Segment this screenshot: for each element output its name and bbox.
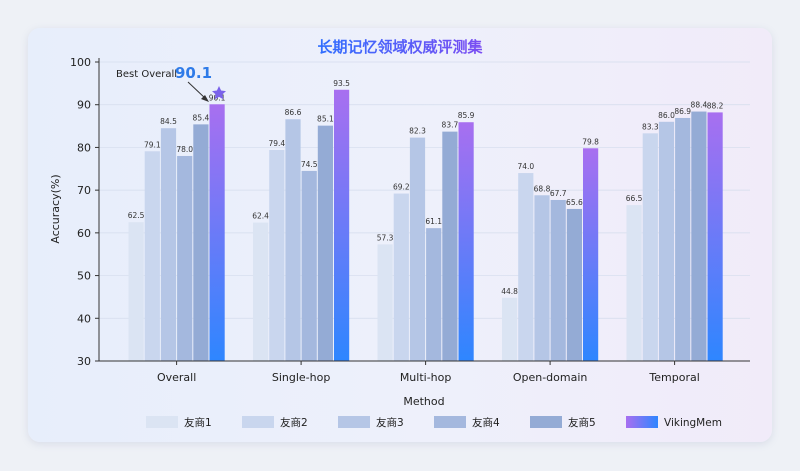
- bar: [442, 131, 458, 361]
- legend-swatch: [626, 416, 658, 428]
- data-label: 61.1: [425, 217, 442, 226]
- data-label: 68.8: [534, 184, 551, 193]
- data-label: 93.5: [333, 79, 350, 88]
- bar: [675, 117, 691, 361]
- bar: [626, 205, 642, 361]
- bar: [177, 155, 193, 361]
- y-axis-ticks: 30 40 50 60 70 80 90 100: [70, 56, 99, 368]
- best-overall-annotation: Best Overall 90.1: [116, 64, 226, 102]
- legend-label: 友商4: [472, 416, 500, 429]
- legend-swatch: [146, 416, 178, 428]
- star-icon: [212, 86, 226, 100]
- data-label: 85.1: [317, 115, 334, 124]
- x-tick-label: Single-hop: [272, 371, 330, 384]
- bar: [518, 173, 534, 361]
- x-axis-label: Method: [403, 395, 444, 408]
- data-label: 85.4: [193, 113, 210, 122]
- y-tick-label: 70: [77, 184, 91, 197]
- data-label: 86.0: [658, 111, 675, 120]
- x-tick-label: Overall: [157, 371, 196, 384]
- bar: [144, 151, 160, 361]
- legend-label: 友商1: [184, 416, 212, 429]
- bar: [550, 199, 566, 361]
- bar: [707, 112, 723, 361]
- data-label: 74.0: [517, 162, 534, 171]
- data-label: 67.7: [550, 189, 567, 198]
- x-axis-ticks: Overall Single-hop Multi-hop Open-domain Tem…: [157, 361, 700, 384]
- annotation-label: Best Overall: [116, 69, 177, 80]
- bar: [566, 208, 582, 361]
- data-label: 66.5: [626, 194, 643, 203]
- data-label: 82.3: [409, 127, 426, 136]
- y-tick-label: 50: [77, 270, 91, 283]
- bar: [658, 121, 675, 361]
- bar: [534, 195, 550, 361]
- legend-swatch: [530, 416, 562, 428]
- annotation-arrow: [187, 81, 207, 100]
- data-label: 69.2: [393, 183, 410, 192]
- data-label: 44.8: [501, 287, 518, 296]
- bar: [409, 137, 426, 361]
- legend-label: 友商3: [376, 416, 404, 429]
- bar: [269, 149, 285, 361]
- bar: [334, 89, 350, 361]
- bar: [128, 222, 144, 361]
- legend-label: VikingMem: [664, 417, 722, 429]
- data-label: 85.9: [458, 111, 475, 120]
- legend-label: 友商5: [568, 416, 596, 429]
- data-label: 79.1: [144, 140, 161, 149]
- bar: [691, 111, 707, 361]
- data-label: 83.3: [642, 122, 659, 131]
- x-tick-label: Open-domain: [513, 371, 588, 384]
- y-tick-label: 30: [77, 355, 91, 368]
- bar: [301, 170, 317, 361]
- data-label: 86.6: [285, 108, 302, 117]
- chart-title: 长期记忆领域权威评测集: [317, 38, 483, 56]
- data-label: 62.4: [252, 212, 269, 221]
- y-tick-label: 90: [77, 99, 91, 112]
- data-label: 78.0: [176, 145, 193, 154]
- bar: [193, 124, 209, 361]
- bar: [317, 125, 333, 361]
- data-label: 79.4: [268, 139, 285, 148]
- bar: [426, 228, 442, 361]
- y-tick-label: 80: [77, 141, 91, 154]
- bar: [458, 122, 474, 361]
- y-tick-label: 100: [70, 56, 91, 69]
- legend: 友商1 友商2 友商3 友商4 友商5 VikingMem: [146, 416, 722, 429]
- data-label: 84.5: [160, 117, 177, 126]
- annotation-arrowhead: [201, 95, 209, 102]
- annotation-value: 90.1: [175, 64, 212, 82]
- x-tick-label: Multi-hop: [400, 371, 452, 384]
- bars: [128, 89, 723, 361]
- data-label: 74.5: [301, 160, 318, 169]
- bar: [160, 128, 177, 361]
- bar: [583, 148, 599, 361]
- data-label: 83.7: [442, 121, 459, 130]
- legend-label: 友商2: [280, 416, 308, 429]
- y-tick-label: 60: [77, 227, 91, 240]
- y-axis-label: Accuracy(%): [49, 174, 62, 243]
- bar: [285, 119, 301, 361]
- x-tick-label: Temporal: [648, 371, 699, 384]
- y-tick-label: 40: [77, 312, 91, 325]
- legend-swatch: [434, 416, 466, 428]
- data-label: 79.8: [582, 137, 599, 146]
- data-label: 88.2: [707, 101, 724, 110]
- data-label: 65.6: [566, 198, 583, 207]
- bar: [393, 193, 409, 361]
- data-label: 57.3: [377, 233, 394, 242]
- bar: [377, 244, 393, 361]
- bar: [209, 104, 225, 361]
- bar: [642, 133, 658, 361]
- data-label: 62.5: [128, 211, 145, 220]
- data-label: 88.4: [691, 101, 708, 110]
- bar: [502, 297, 518, 361]
- data-label: 86.9: [674, 107, 691, 116]
- legend-swatch: [338, 416, 370, 428]
- legend-swatch: [242, 416, 274, 428]
- bar: [253, 222, 269, 361]
